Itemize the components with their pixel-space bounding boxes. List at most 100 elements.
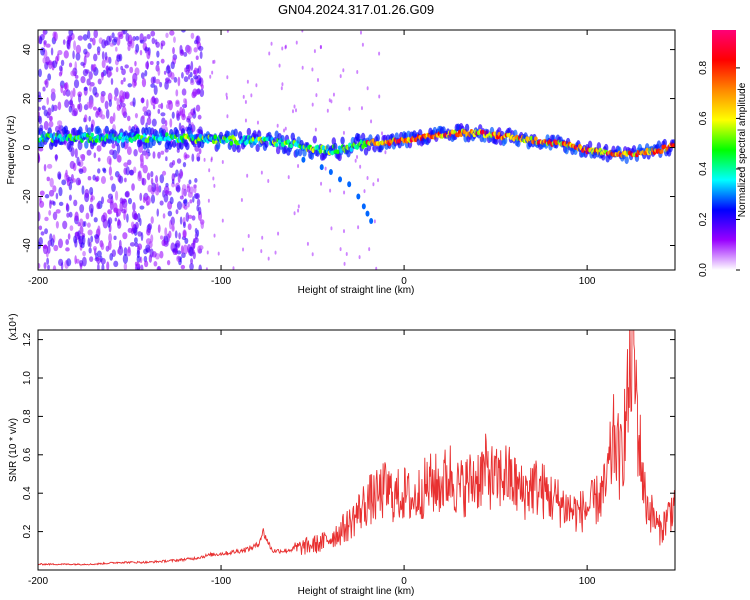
noise-speckle xyxy=(183,204,188,210)
ridge-halo xyxy=(87,127,92,136)
noise-speckle xyxy=(130,221,135,229)
branch-mark xyxy=(356,193,361,200)
colorbar: 0.0 0.2 0.4 0.6 0.8 Normalized spectral ampl… xyxy=(698,30,748,277)
noise-speckle xyxy=(72,87,76,98)
snr-y-tick-label: 1.0 xyxy=(22,371,33,385)
spectrogram-panel: -200 -100 0 100 40 20 0 -20 -40 Height of strai… xyxy=(6,29,676,296)
noise-speckle xyxy=(146,98,149,109)
noise-speckle xyxy=(38,236,43,246)
noise-speckle xyxy=(68,194,72,201)
noise-speckle xyxy=(111,32,115,39)
noise-speckle xyxy=(183,76,189,83)
noise-speckle xyxy=(38,225,43,231)
noise-speckle xyxy=(345,252,348,257)
noise-speckle xyxy=(250,93,253,98)
noise-speckle xyxy=(183,51,188,57)
noise-speckle xyxy=(187,223,192,231)
noise-speckle xyxy=(163,185,170,195)
noise-speckle xyxy=(147,184,153,193)
noise-speckle xyxy=(91,64,96,71)
noise-speckle xyxy=(60,59,65,67)
ridge-core xyxy=(213,134,217,140)
noise-speckle xyxy=(96,202,101,210)
spectrogram-x-ticks: -200 -100 0 100 xyxy=(28,30,596,287)
noise-speckle xyxy=(137,173,143,182)
colorbar-scale xyxy=(712,30,736,270)
colorbar-tick-label: 0.6 xyxy=(698,111,709,125)
noise-speckle xyxy=(97,168,101,174)
noise-speckle xyxy=(324,166,327,171)
noise-speckle xyxy=(43,262,47,270)
noise-speckle xyxy=(182,230,187,238)
ridge-halo xyxy=(236,144,241,153)
noise-speckle xyxy=(82,34,88,41)
branch-mark xyxy=(347,181,352,188)
noise-speckle xyxy=(187,201,190,208)
noise-speckle xyxy=(194,178,198,183)
noise-speckle xyxy=(111,249,116,257)
ridge-halo xyxy=(333,142,338,151)
noise-speckle xyxy=(332,92,335,97)
noise-speckle xyxy=(79,226,84,235)
noise-speckle xyxy=(127,227,133,233)
ridge-halo xyxy=(340,136,345,145)
ridge-halo xyxy=(167,141,172,150)
noise-speckle xyxy=(205,267,208,270)
ridge-halo xyxy=(312,135,317,144)
noise-speckle xyxy=(93,217,98,223)
noise-speckle xyxy=(42,244,48,249)
noise-speckle xyxy=(196,156,201,162)
noise-speckle xyxy=(164,80,169,90)
noise-speckle xyxy=(342,68,345,73)
noise-speckle xyxy=(58,258,64,267)
noise-speckle xyxy=(294,108,297,113)
noise-speckle xyxy=(126,115,131,122)
noise-speckle xyxy=(199,88,205,98)
noise-speckle xyxy=(74,74,79,79)
noise-speckle xyxy=(157,151,161,159)
noise-speckle xyxy=(38,211,41,222)
noise-speckle xyxy=(46,163,53,169)
noise-speckle xyxy=(127,197,133,205)
noise-speckle xyxy=(147,223,153,231)
noise-speckle xyxy=(116,97,120,107)
ridge-core xyxy=(141,137,146,143)
noise-speckle xyxy=(132,202,136,212)
noise-speckle xyxy=(189,71,193,78)
noise-speckle xyxy=(83,55,87,66)
noise-speckle xyxy=(366,86,369,91)
noise-speckle xyxy=(179,216,183,225)
noise-speckle xyxy=(197,245,202,254)
branch-mark xyxy=(338,176,343,183)
noise-speckle xyxy=(166,99,173,105)
noise-speckle xyxy=(151,182,157,193)
noise-speckle xyxy=(190,32,195,39)
noise-speckle xyxy=(83,114,88,123)
noise-speckle xyxy=(68,211,73,218)
noise-speckle xyxy=(146,172,151,181)
noise-speckle xyxy=(112,112,116,122)
ridge-core xyxy=(321,145,326,151)
noise-speckle xyxy=(92,246,98,251)
noise-speckle xyxy=(43,120,49,131)
noise-speckle xyxy=(75,177,81,186)
snr-y-tick-label: 0.4 xyxy=(22,486,33,500)
spectrogram-x-tick-label: -200 xyxy=(28,276,48,287)
noise-speckle xyxy=(181,88,187,96)
noise-speckle xyxy=(74,148,78,159)
noise-speckle xyxy=(124,64,129,69)
noise-speckle xyxy=(375,266,378,270)
noise-speckle xyxy=(197,65,202,74)
noise-speckle xyxy=(38,115,43,125)
noise-speckle xyxy=(146,117,152,126)
noise-speckle xyxy=(97,263,100,270)
noise-speckle xyxy=(193,47,198,53)
noise-speckle xyxy=(64,99,70,108)
noise-speckle xyxy=(109,175,114,181)
noise-speckle xyxy=(116,54,121,62)
noise-speckle xyxy=(203,157,206,162)
noise-speckle xyxy=(193,67,198,76)
noise-speckle xyxy=(187,214,193,219)
noise-speckle xyxy=(360,106,363,111)
